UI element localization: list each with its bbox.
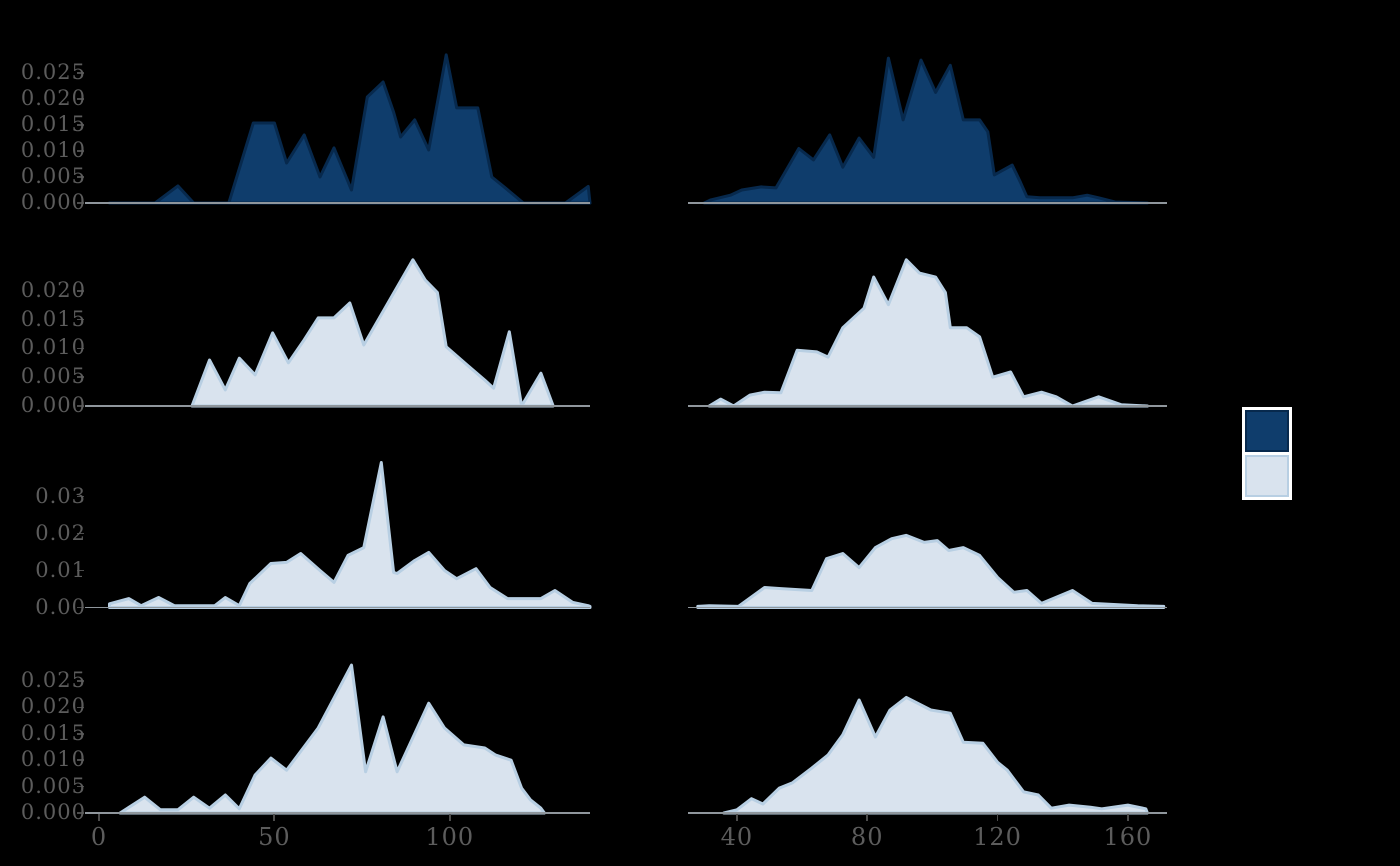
x-axis-spine-r2c1 <box>688 606 1167 609</box>
y-tick-label: 0.00 <box>35 594 86 619</box>
y-tick-label: 0.020 <box>20 86 86 111</box>
x-tick-label: 40 <box>720 823 754 851</box>
y-tick-label: 0.025 <box>20 668 86 693</box>
x-tick-label: 100 <box>425 823 475 851</box>
density-area <box>118 663 546 815</box>
x-axis-spine-r1c1 <box>688 405 1167 407</box>
density-area <box>702 56 1149 205</box>
y-tick-mark <box>77 812 84 814</box>
y-tick-mark <box>77 318 84 321</box>
subplot-r2c1 <box>696 533 1166 609</box>
x-tick-label: 120 <box>973 823 1022 851</box>
density-area <box>190 258 555 408</box>
density-area <box>722 695 1149 815</box>
y-tick-label: 0.015 <box>20 720 86 745</box>
legend-swatch-dark <box>1242 407 1292 455</box>
y-tick-label: 0.000 <box>20 800 86 825</box>
legend-swatch-light <box>1242 452 1292 500</box>
y-tick-mark <box>77 706 84 709</box>
y-tick-label: 0.005 <box>20 773 86 798</box>
y-tick-label: 0.010 <box>20 747 86 772</box>
y-tick-label: 0.005 <box>20 364 86 389</box>
subplot-r3c1 <box>722 695 1149 815</box>
density-area <box>108 461 592 609</box>
y-tick-mark <box>77 405 84 407</box>
density-area <box>108 53 592 205</box>
y-tick-label: 0.01 <box>35 557 86 582</box>
subplot-r3c0 <box>118 663 546 815</box>
y-tick-mark <box>77 732 84 735</box>
y-tick-mark <box>77 290 84 292</box>
y-tick-label: 0.015 <box>20 112 86 137</box>
density-area <box>696 533 1166 609</box>
y-tick-label: 0.000 <box>20 393 86 418</box>
y-tick-mark <box>77 176 84 178</box>
subplot-r1c0 <box>190 258 555 408</box>
x-tick-mark <box>1126 814 1129 821</box>
x-axis-spine-r0c0 <box>85 202 590 204</box>
y-tick-label: 0.000 <box>20 190 86 215</box>
x-tick-label: 160 <box>1103 823 1153 851</box>
x-tick-label: 50 <box>258 823 291 851</box>
y-tick-label: 0.020 <box>20 694 86 719</box>
y-tick-label: 0.010 <box>20 138 86 163</box>
y-tick-mark <box>77 376 84 379</box>
legend <box>1242 407 1292 500</box>
x-axis-spine-r1c0 <box>85 405 590 407</box>
y-tick-label: 0.005 <box>20 164 86 189</box>
y-tick-mark <box>77 532 84 535</box>
subplot-r1c1 <box>707 258 1149 408</box>
subplot-r0c1 <box>702 56 1149 205</box>
y-tick-mark <box>77 495 84 498</box>
x-axis-spine-r0c1 <box>688 202 1167 204</box>
y-tick-mark <box>77 98 84 100</box>
y-tick-mark <box>77 202 84 204</box>
y-tick-mark <box>77 606 84 609</box>
y-tick-mark <box>77 785 84 788</box>
y-tick-mark <box>77 759 84 761</box>
x-tick-mark <box>996 814 999 821</box>
y-tick-mark <box>77 150 84 152</box>
y-tick-label: 0.02 <box>35 520 86 545</box>
y-tick-label: 0.025 <box>20 60 86 85</box>
subplot-r2c0 <box>108 461 592 609</box>
y-tick-mark <box>77 680 84 682</box>
x-tick-mark <box>273 814 276 821</box>
x-axis-spine-r3c0 <box>85 812 590 814</box>
y-tick-mark <box>77 569 84 572</box>
y-tick-mark <box>77 347 84 350</box>
y-tick-label: 0.010 <box>20 335 86 360</box>
x-axis-spine-r3c1 <box>688 812 1167 814</box>
y-tick-mark <box>77 72 84 74</box>
x-tick-mark <box>98 814 100 821</box>
x-tick-mark <box>735 814 738 821</box>
x-tick-label: 80 <box>850 823 884 851</box>
x-tick-label: 0 <box>90 823 108 851</box>
y-tick-label: 0.020 <box>20 277 86 302</box>
x-axis-spine-r2c0 <box>85 606 590 609</box>
y-tick-mark <box>77 124 84 126</box>
density-area <box>707 258 1149 408</box>
subplot-r0c0 <box>108 53 592 205</box>
x-tick-mark <box>866 814 869 821</box>
y-tick-label: 0.015 <box>20 306 86 331</box>
x-tick-mark <box>448 814 451 821</box>
y-tick-label: 0.03 <box>35 483 86 508</box>
